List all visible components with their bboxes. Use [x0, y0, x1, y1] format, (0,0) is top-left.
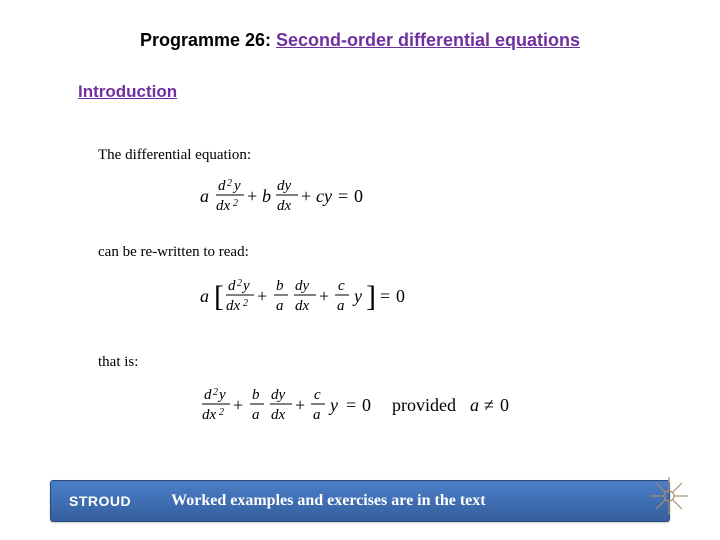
slide: Programme 26: Second-order differential …: [0, 0, 720, 540]
svg-text:0: 0: [500, 395, 509, 415]
svg-text:]: ]: [366, 280, 376, 313]
footer-brand: STROUD: [69, 493, 131, 509]
svg-text:y: y: [241, 278, 250, 294]
svg-text:dx: dx: [202, 407, 217, 423]
svg-text:=: =: [346, 395, 356, 415]
slide-header: Programme 26: Second-order differential …: [0, 0, 720, 57]
svg-text:+: +: [257, 286, 267, 306]
svg-text:d: d: [228, 278, 236, 294]
svg-text:=: =: [380, 286, 390, 306]
footer-bar: STROUD Worked examples and exercises are…: [50, 480, 670, 522]
svg-text:cy: cy: [316, 186, 332, 206]
programme-title: Second-order differential equations: [276, 30, 580, 50]
svg-text:y: y: [217, 387, 226, 403]
svg-text:b: b: [276, 278, 284, 294]
footer-text: Worked examples and exercises are in the…: [171, 492, 485, 510]
svg-text:a: a: [470, 395, 479, 415]
svg-text:dy: dy: [295, 278, 310, 294]
svg-text:2: 2: [237, 278, 242, 289]
svg-text:≠: ≠: [484, 395, 494, 415]
section-heading: Introduction: [0, 57, 720, 102]
body-text-1: The differential equation:: [0, 102, 720, 164]
svg-text:c: c: [314, 387, 321, 403]
svg-text:=: =: [338, 186, 348, 206]
equation-2: a [ d2y dx2 + b a dy dx + c a y ] = 0: [0, 261, 720, 319]
svg-text:provided: provided: [392, 395, 456, 415]
body-text-3: that is:: [0, 319, 720, 371]
svg-text:2: 2: [233, 198, 238, 209]
svg-text:a: a: [252, 407, 260, 423]
svg-text:2: 2: [219, 407, 224, 418]
svg-text:dx: dx: [277, 198, 292, 214]
svg-text:b: b: [252, 387, 260, 403]
svg-text:0: 0: [362, 395, 371, 415]
svg-text:0: 0: [396, 286, 405, 306]
svg-text:a: a: [200, 286, 209, 306]
body-text-2: can be re-written to read:: [0, 216, 720, 261]
svg-text:+: +: [233, 395, 243, 415]
svg-text:c: c: [338, 278, 345, 294]
svg-text:dx: dx: [271, 407, 286, 423]
svg-text:d: d: [204, 387, 212, 403]
programme-label: Programme 26:: [140, 30, 276, 50]
svg-text:d: d: [218, 178, 226, 194]
svg-text:y: y: [328, 395, 338, 415]
svg-text:b: b: [262, 186, 271, 206]
svg-text:+: +: [295, 395, 305, 415]
svg-text:dy: dy: [271, 387, 286, 403]
svg-text:y: y: [232, 178, 241, 194]
svg-text:2: 2: [227, 178, 232, 189]
svg-text:a: a: [276, 298, 284, 314]
compass-star-icon: [648, 475, 690, 522]
equation-1: a d2y dx2 + b dy dx + cy = 0: [0, 164, 720, 216]
svg-text:a: a: [200, 186, 209, 206]
svg-text:2: 2: [213, 387, 218, 398]
svg-text:dx: dx: [295, 298, 310, 314]
svg-text:y: y: [352, 286, 362, 306]
svg-text:dx: dx: [226, 298, 241, 314]
svg-text:a: a: [313, 407, 321, 423]
svg-text:a: a: [337, 298, 345, 314]
svg-text:dy: dy: [277, 178, 292, 194]
equation-3: d2y dx2 + b a dy dx + c a y = 0 provided…: [0, 371, 720, 427]
svg-text:+: +: [301, 186, 311, 206]
svg-text:+: +: [319, 286, 329, 306]
svg-text:+: +: [247, 186, 257, 206]
svg-text:2: 2: [243, 298, 248, 309]
svg-text:0: 0: [354, 186, 363, 206]
svg-text:[: [: [214, 280, 224, 313]
svg-text:dx: dx: [216, 198, 231, 214]
